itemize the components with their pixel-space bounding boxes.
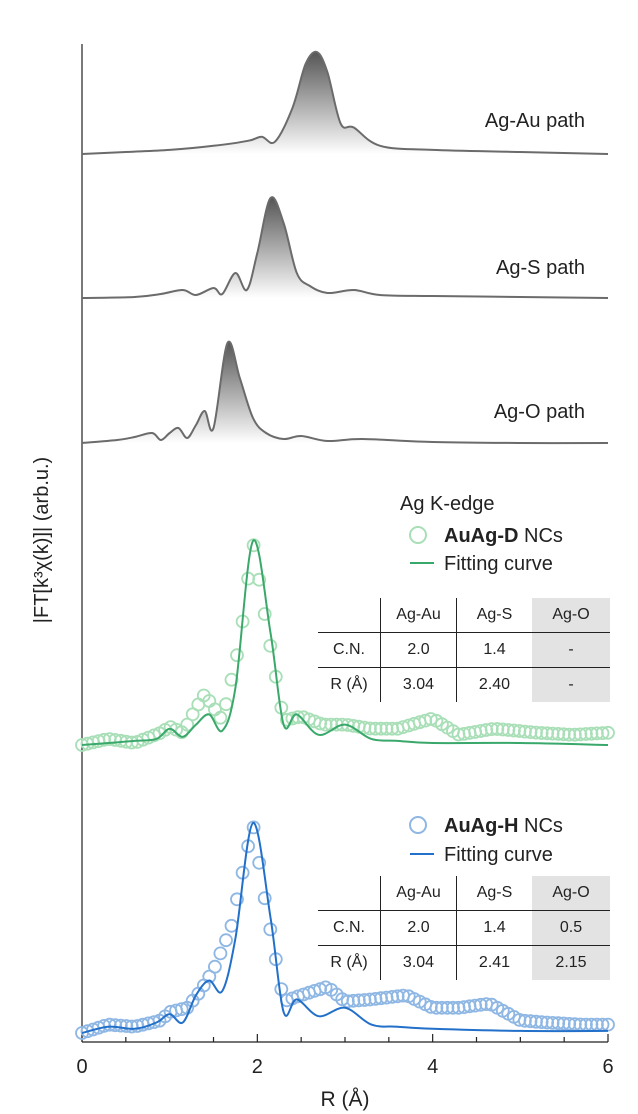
auag-d-fit-table: Ag-Au Ag-S Ag-O C.N. 2.0 1.4 - R (Å) 3.0… <box>318 598 610 702</box>
auag-d-legend-label: AuAg-D NCs <box>444 525 563 547</box>
panel-ag-o-path: Ag-O path <box>81 340 609 445</box>
row-label: R (Å) <box>318 667 381 702</box>
ag-o-path-fill <box>82 341 608 444</box>
auag-h-fit-table: Ag-Au Ag-S Ag-O C.N. 2.0 1.4 0.5 R (Å) 3… <box>318 876 610 980</box>
auag-h-fit-legend-label: Fitting curve <box>444 844 553 866</box>
data-point <box>601 725 615 740</box>
table-cell: 2.0 <box>380 632 457 668</box>
auag-h-data-points <box>75 820 615 1040</box>
data-point <box>579 727 593 741</box>
data-point <box>119 1019 134 1033</box>
data-point <box>230 648 244 663</box>
panel-ag-s-path: Ag-S path <box>81 196 609 299</box>
auag-d-legend-marker <box>409 526 427 544</box>
auag-d-fit-legend-label: Fitting curve <box>444 553 553 575</box>
data-point <box>423 712 438 726</box>
data-point <box>263 922 278 937</box>
data-point <box>263 638 278 653</box>
x-tick-label: 4 <box>427 1056 438 1078</box>
auag-d-fit-line <box>81 539 609 746</box>
data-point <box>113 1018 128 1033</box>
table-cell: 2.40 <box>478 676 511 693</box>
panel-auag-h: AuAg-H NCs Fitting curve <box>75 815 615 1040</box>
col-header: Ag-S <box>456 598 532 633</box>
ag-s-path-line <box>81 196 609 299</box>
col-header: Ag-O <box>532 876 610 911</box>
y-axis-label: |FT[k³χ(k)]| (arb.u.) <box>31 457 53 623</box>
data-point <box>252 855 267 870</box>
table-cell: 3.04 <box>380 667 457 702</box>
x-tick-label: 2 <box>252 1056 263 1078</box>
data-point <box>340 994 355 1009</box>
data-point <box>219 933 233 948</box>
table-cell: 2.41 <box>478 954 511 971</box>
data-point <box>180 717 195 732</box>
ag-au-path-label: Ag-Au path <box>485 110 585 132</box>
data-point <box>219 697 233 712</box>
row-label: C.N. <box>318 632 381 668</box>
row-label: C.N. <box>318 910 381 946</box>
table-cell: 1.4 <box>456 632 532 668</box>
panel-auag-d: Ag K-edge AuAg-D NCs Fitting curve <box>75 493 615 752</box>
table-cell: - <box>532 632 610 668</box>
auag-h-legend-label: AuAg-H NCs <box>444 815 563 837</box>
auag-h-legend-marker <box>409 816 427 834</box>
table-cell: 1.4 <box>456 910 532 946</box>
data-point <box>534 1015 549 1029</box>
data-point <box>368 721 383 736</box>
ag-k-edge-label: Ag K-edge <box>400 493 495 515</box>
auag-h-fit-line <box>81 821 609 1034</box>
data-point <box>224 918 239 933</box>
ag-au-path-line <box>81 50 609 155</box>
panel-ag-au-path: Ag-Au path <box>81 50 609 155</box>
data-point <box>213 946 228 961</box>
ag-au-path-fill <box>82 51 608 154</box>
ag-o-path-line <box>81 340 609 445</box>
data-point <box>207 959 222 974</box>
table-cell: 2.15 <box>532 945 610 980</box>
x-tick-label: 0 <box>76 1056 87 1078</box>
ag-s-path-label: Ag-S path <box>496 257 585 279</box>
data-point <box>534 726 549 740</box>
data-point <box>213 710 228 725</box>
data-point <box>490 722 505 736</box>
x-axis-ticks: 0 2 4 6 <box>76 1034 614 1078</box>
table-corner <box>318 876 381 911</box>
data-point <box>274 982 289 996</box>
row-label: R (Å) <box>318 945 381 980</box>
data-point <box>230 892 244 907</box>
data-point <box>257 891 272 906</box>
col-header: Ag-Au <box>380 598 457 633</box>
x-tick-label: 6 <box>602 1056 613 1078</box>
col-header: Ag-O <box>532 598 610 633</box>
ag-o-path-label: Ag-O path <box>494 401 585 423</box>
data-point <box>473 997 488 1012</box>
data-point <box>595 726 610 740</box>
table-cell: - <box>532 667 610 702</box>
data-point <box>174 1002 189 1016</box>
ag-s-path-fill <box>82 197 608 298</box>
table-cell: 0.5 <box>532 910 610 946</box>
col-header: Ag-S <box>456 876 532 911</box>
table-cell: 2.0 <box>380 910 457 946</box>
data-point <box>252 572 267 587</box>
table-cell: 3.04 <box>380 945 457 980</box>
col-header: Ag-Au <box>380 876 457 911</box>
data-point <box>246 820 261 835</box>
x-axis-label: R (Å) <box>321 1088 370 1111</box>
data-point <box>551 1016 566 1031</box>
data-point <box>257 607 272 621</box>
data-point <box>551 727 566 741</box>
table-corner <box>318 598 381 633</box>
data-point <box>429 1000 444 1015</box>
data-point <box>446 1000 460 1015</box>
data-point <box>147 1015 161 1029</box>
